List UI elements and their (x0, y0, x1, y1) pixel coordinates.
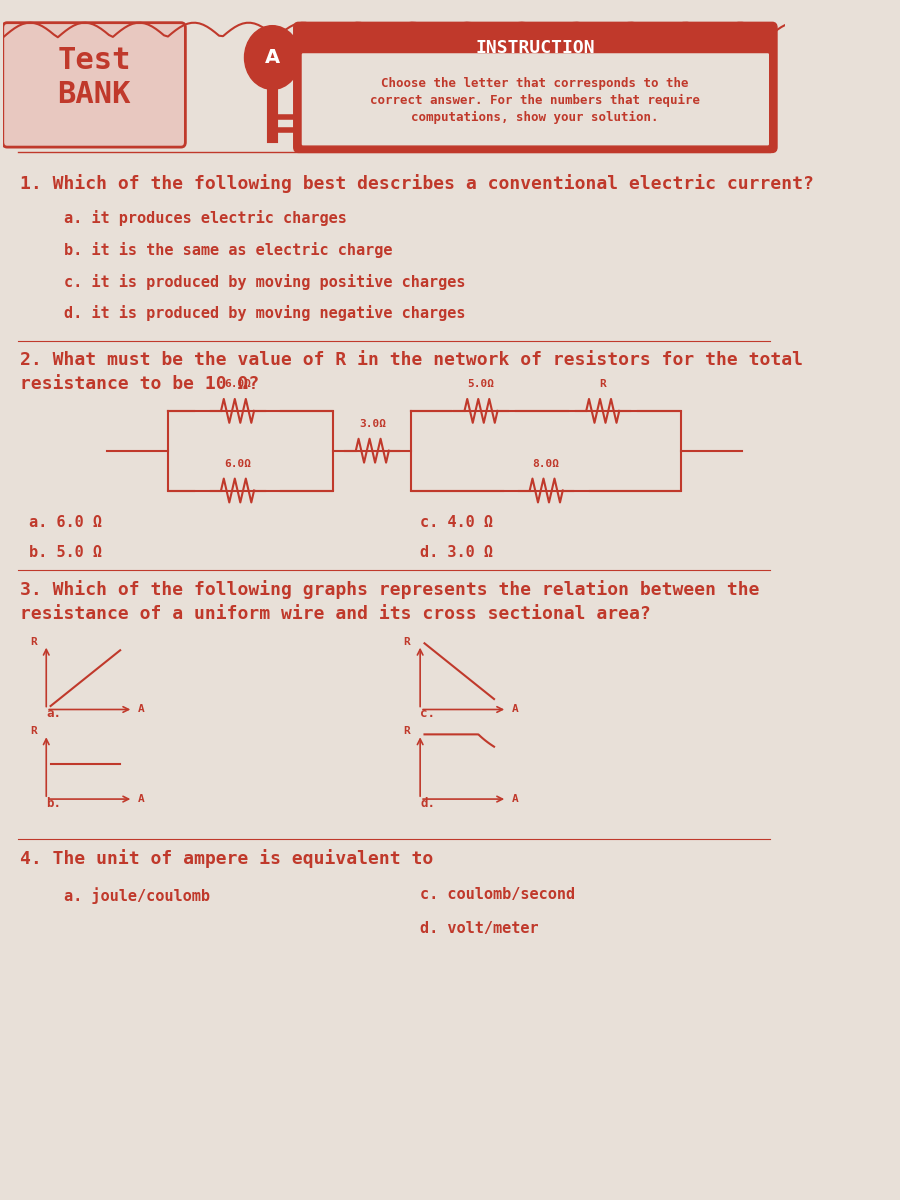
Text: INSTRUCTION: INSTRUCTION (475, 38, 595, 56)
Text: d. 3.0 Ω: d. 3.0 Ω (420, 545, 493, 560)
Text: 6.0Ω: 6.0Ω (224, 458, 251, 469)
Text: Test
BANK: Test BANK (58, 46, 130, 109)
Text: 1. Which of the following best describes a conventional electric current?: 1. Which of the following best describes… (20, 174, 814, 193)
Text: d. volt/meter: d. volt/meter (420, 920, 539, 936)
Text: A: A (265, 48, 280, 67)
Text: a. joule/coulomb: a. joule/coulomb (64, 887, 210, 904)
Text: R: R (404, 726, 410, 737)
FancyBboxPatch shape (294, 23, 777, 152)
Text: 3.0Ω: 3.0Ω (359, 419, 386, 428)
Text: R: R (404, 637, 410, 647)
Text: Choose the letter that corresponds to the
correct answer. For the numbers that r: Choose the letter that corresponds to th… (370, 77, 700, 124)
Text: b. 5.0 Ω: b. 5.0 Ω (29, 545, 102, 560)
Text: c.: c. (420, 708, 435, 720)
Text: 5.0Ω: 5.0Ω (467, 379, 494, 389)
FancyBboxPatch shape (301, 53, 770, 146)
Text: c. it is produced by moving positive charges: c. it is produced by moving positive cha… (64, 274, 465, 289)
Text: A: A (138, 794, 144, 804)
Circle shape (245, 25, 301, 89)
Text: a. 6.0 Ω: a. 6.0 Ω (29, 515, 102, 530)
Text: 3. Which of the following graphs represents the relation between the
resistance : 3. Which of the following graphs represe… (20, 580, 760, 623)
Text: d.: d. (420, 797, 435, 810)
Text: a. it produces electric charges: a. it produces electric charges (64, 210, 346, 226)
Text: b.: b. (46, 797, 61, 810)
Text: A: A (511, 794, 518, 804)
Text: d. it is produced by moving negative charges: d. it is produced by moving negative cha… (64, 305, 465, 322)
Text: 6.0Ω: 6.0Ω (224, 379, 251, 389)
Text: c. 4.0 Ω: c. 4.0 Ω (420, 515, 493, 530)
Text: 8.0Ω: 8.0Ω (533, 458, 560, 469)
Text: a.: a. (46, 708, 61, 720)
Text: A: A (138, 704, 144, 714)
Text: 4. The unit of ampere is equivalent to: 4. The unit of ampere is equivalent to (20, 848, 434, 868)
Text: R: R (30, 726, 37, 737)
Text: c. coulomb/second: c. coulomb/second (420, 887, 575, 901)
Text: R: R (30, 637, 37, 647)
FancyBboxPatch shape (3, 23, 185, 148)
Text: 2. What must be the value of R in the network of resistors for the total
resista: 2. What must be the value of R in the ne… (20, 352, 803, 392)
Text: b. it is the same as electric charge: b. it is the same as electric charge (64, 241, 392, 258)
Text: R: R (599, 379, 606, 389)
Text: A: A (511, 704, 518, 714)
